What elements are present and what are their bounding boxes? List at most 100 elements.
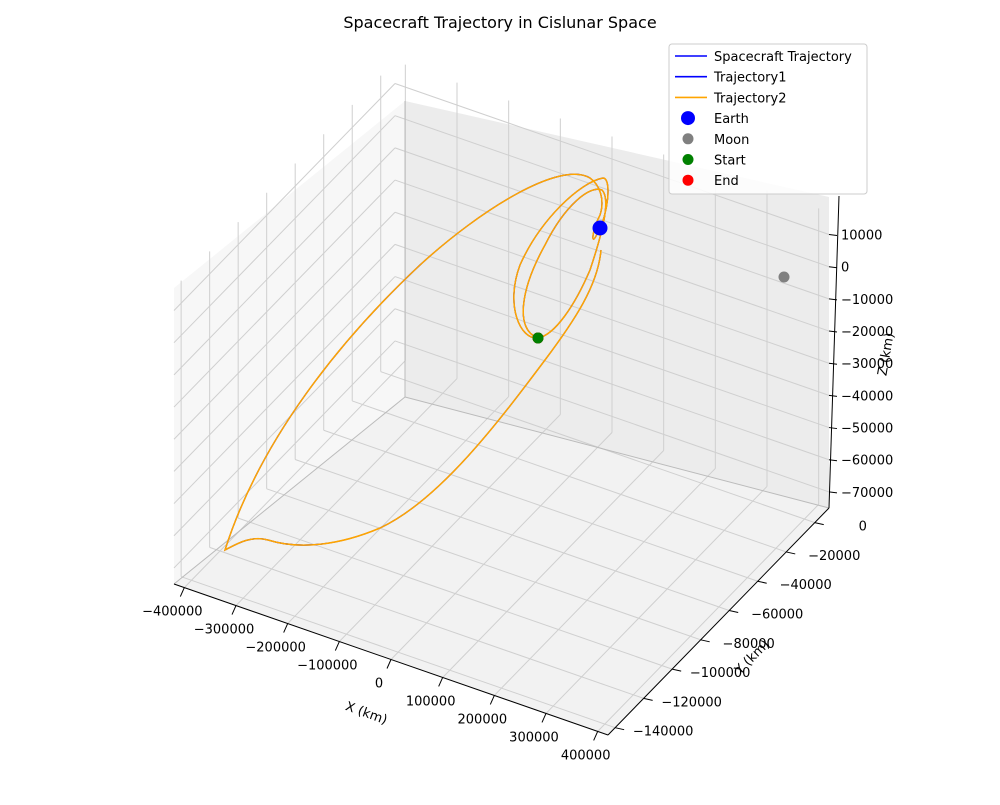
z-tick-mark — [828, 491, 838, 494]
z-gridline-side — [394, 179, 830, 332]
y-gridline-floor — [266, 488, 701, 641]
z-gridline-back — [173, 83, 396, 311]
z-tick-mark — [828, 362, 838, 365]
series-trajectory2 — [223, 173, 609, 552]
y-tick-mark — [814, 522, 824, 526]
y-tick-mark — [786, 551, 796, 555]
x-tick-label: −200000 — [245, 641, 306, 656]
z-gridline-back — [173, 211, 396, 440]
legend-box — [668, 43, 868, 195]
x-axis-label: X (km) — [343, 699, 389, 728]
z-tick-mark — [828, 427, 838, 430]
x-tick-label: −400000 — [142, 605, 203, 620]
x-tick-mark — [334, 641, 340, 651]
x-tick-mark — [179, 587, 185, 597]
legend-label-earth: Earth — [714, 112, 749, 127]
x-tick-label: −300000 — [194, 623, 255, 638]
y-tick-label: −120000 — [661, 695, 722, 710]
pane-edge — [404, 396, 830, 509]
y-tick-label: −20000 — [808, 549, 860, 564]
z-axis-label: Z (km) — [875, 332, 897, 377]
x-gridline-floor — [183, 360, 406, 588]
z-gridline-back — [173, 147, 396, 376]
legend-swatch-end — [682, 174, 694, 186]
x-gridline-floor — [235, 378, 458, 606]
y-gridline-floor — [209, 546, 644, 699]
z-gridline-side — [394, 243, 830, 396]
z-tick-mark — [828, 266, 838, 269]
z-gridline-side — [394, 340, 830, 493]
x-tick-mark — [593, 731, 599, 741]
x-gridline-floor — [545, 486, 768, 714]
y-gridline-floor — [180, 576, 616, 729]
z-gridline-side — [394, 276, 830, 429]
y-tick-mark — [643, 697, 653, 701]
grid-lines — [173, 64, 830, 732]
x-tick-mark — [489, 695, 495, 705]
legend-swatch-earth — [681, 111, 695, 126]
z-gridline-side — [394, 83, 830, 235]
z-tick-mark — [828, 234, 838, 237]
z-tick-label: −60000 — [841, 454, 893, 469]
marker-earth — [592, 220, 608, 236]
z-gridline-side — [394, 115, 830, 268]
legend-label-spacecraft-trajectory: Spacecraft Trajectory — [714, 50, 852, 65]
marker-start-top — [532, 332, 544, 344]
z-gridline-back — [173, 179, 396, 408]
x-tick-label: 400000 — [561, 748, 611, 763]
z-tick-label: −70000 — [841, 486, 893, 501]
z-tick-label: 10000 — [841, 229, 882, 244]
legend-label-start: Start — [714, 154, 746, 169]
tick-layer: −400000−300000−200000−100000010000020000… — [142, 195, 893, 763]
y-tick-label: −40000 — [780, 578, 832, 593]
z-tick-label: −10000 — [841, 293, 893, 308]
z-tick-mark — [828, 330, 838, 333]
y-gridline-floor — [237, 517, 673, 670]
y-tick-mark — [700, 639, 710, 643]
z-gridline-side — [394, 211, 830, 364]
x-tick-label: 0 — [375, 677, 383, 692]
trajectory-layer — [223, 173, 609, 552]
z-tick-label: −30000 — [841, 357, 893, 372]
x-tick-mark — [283, 623, 289, 633]
z-tick-label: −20000 — [841, 325, 893, 340]
y-tick-label: −100000 — [690, 666, 751, 681]
y-tick-mark — [757, 580, 767, 584]
legend-swatch-moon — [682, 133, 694, 145]
legend-label-moon: Moon — [714, 133, 749, 148]
x-tick-label: −100000 — [297, 659, 358, 674]
z-gridline-side — [394, 308, 830, 461]
z-tick-label: −50000 — [841, 422, 893, 437]
legend-label-trajectory2: Trajectory2 — [713, 91, 786, 106]
x-gridline-floor — [338, 414, 561, 642]
y-tick-label: −60000 — [751, 608, 803, 623]
x-tick-mark — [231, 605, 237, 615]
x-gridline-floor — [597, 504, 820, 732]
z-gridline-back — [173, 276, 396, 504]
y-gridline-floor — [352, 400, 787, 553]
x-tick-label: 100000 — [406, 694, 456, 709]
z-tick-label: −40000 — [841, 389, 893, 404]
z-gridline-back — [173, 308, 396, 537]
x-tick-label: 200000 — [458, 712, 508, 727]
floor-pane — [174, 397, 829, 735]
legend-swatch-start — [682, 154, 694, 165]
z-gridline-back — [173, 244, 396, 472]
back-wall-pane — [174, 101, 405, 584]
z-gridline-side — [394, 147, 830, 300]
z-axis-line — [828, 195, 840, 509]
x-tick-mark — [438, 677, 444, 687]
y-tick-label: 0 — [859, 520, 867, 535]
marker-layer — [532, 220, 790, 344]
y-tick-label: −140000 — [633, 725, 694, 740]
x-gridline-floor — [493, 468, 716, 696]
y-gridline-floor — [323, 429, 758, 582]
side-wall-pane — [405, 101, 829, 508]
x-tick-mark — [386, 659, 392, 669]
chart-title: Spacecraft Trajectory in Cislunar Space — [343, 13, 656, 32]
y-tick-mark — [729, 610, 739, 614]
x-gridline-floor — [390, 432, 613, 660]
legend-label-end: End — [714, 174, 739, 189]
x-tick-label: 300000 — [509, 730, 559, 745]
